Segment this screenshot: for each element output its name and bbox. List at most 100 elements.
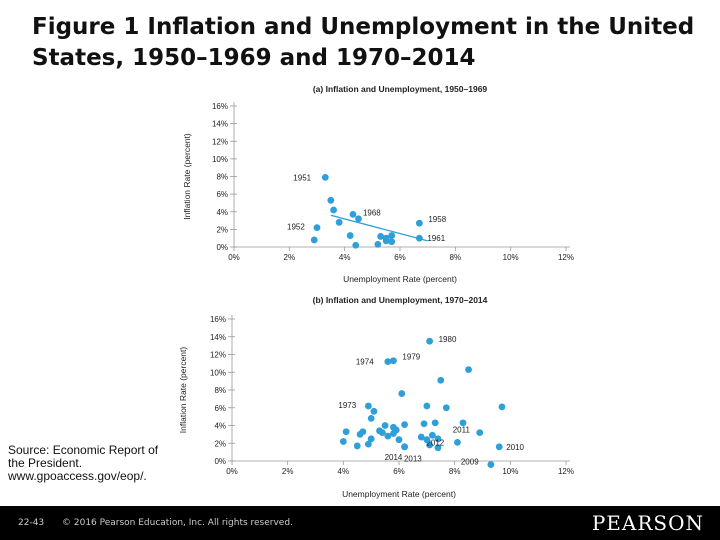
- data-point: [437, 376, 445, 384]
- copyright-notice: © 2016 Pearson Education, Inc. All right…: [62, 518, 293, 528]
- point-year-label: 2009: [461, 458, 479, 467]
- x-tick-label: 8%: [449, 467, 461, 476]
- y-tick-label: 16%: [212, 102, 228, 111]
- x-tick-label: 12%: [558, 467, 574, 476]
- point-year-label: 2014: [385, 453, 403, 462]
- data-point: [429, 431, 436, 439]
- data-point: [415, 234, 423, 242]
- x-tick-label: 2%: [284, 253, 296, 262]
- point-year-label: 1951: [293, 173, 311, 182]
- data-point: [359, 428, 367, 436]
- y-tick-label: 4%: [214, 422, 226, 431]
- data-point: [401, 421, 408, 429]
- y-tick-label: 16%: [210, 315, 226, 324]
- data-point: [431, 419, 439, 427]
- data-point: [465, 366, 472, 373]
- point-year-label: 1952: [287, 223, 305, 232]
- data-point: [423, 402, 431, 410]
- x-tick-label: 12%: [558, 253, 574, 262]
- data-point: [398, 390, 406, 397]
- data-point: [434, 435, 442, 443]
- data-point: [388, 232, 396, 239]
- y-tick-label: 12%: [210, 351, 226, 360]
- data-point: [327, 196, 335, 204]
- point-year-label: 1973: [338, 401, 356, 410]
- y-tick-label: 6%: [216, 190, 228, 199]
- data-point: [498, 403, 506, 411]
- x-axis-label: Unemployment Rate (percent): [342, 489, 456, 499]
- x-tick-label: 4%: [339, 253, 351, 262]
- data-point: [310, 236, 318, 244]
- data-point: [390, 357, 397, 365]
- data-point: [395, 436, 403, 444]
- data-point: [376, 427, 383, 435]
- chart-a: (a) Inflation and Unemployment, 1950–196…: [182, 84, 574, 284]
- x-tick-label: 10%: [502, 467, 518, 476]
- x-tick-label: 6%: [394, 253, 406, 262]
- data-point: [495, 443, 503, 451]
- data-point: [442, 404, 450, 412]
- data-point: [342, 428, 350, 436]
- point-year-label: 2010: [506, 443, 524, 452]
- data-point: [388, 238, 396, 246]
- data-point: [423, 436, 431, 444]
- y-tick-label: 10%: [210, 368, 226, 377]
- trend-line: [330, 214, 428, 242]
- data-point: [434, 444, 442, 452]
- x-tick-label: 2%: [282, 467, 294, 476]
- data-point: [352, 241, 360, 249]
- chart-title: (b) Inflation and Unemployment, 1970–201…: [313, 295, 488, 305]
- data-point: [377, 233, 385, 240]
- source-note: Source: Economic Report of the President…: [8, 443, 159, 483]
- data-point: [417, 433, 425, 441]
- data-point: [339, 438, 347, 445]
- data-point: [415, 219, 423, 227]
- data-point: [454, 438, 461, 446]
- data-point: [381, 422, 389, 429]
- data-point: [420, 420, 428, 428]
- data-point: [382, 237, 390, 245]
- x-tick-label: 0%: [228, 253, 240, 262]
- data-point: [349, 210, 357, 218]
- y-tick-label: 2%: [216, 225, 228, 234]
- point-year-label: 1979: [402, 353, 420, 362]
- chart-title: (a) Inflation and Unemployment, 1950–196…: [313, 84, 488, 94]
- data-point: [370, 407, 378, 415]
- data-point: [390, 423, 397, 431]
- figure-background: [172, 82, 580, 502]
- y-tick-label: 14%: [210, 333, 226, 342]
- y-tick-label: 8%: [216, 173, 228, 182]
- data-point: [313, 224, 321, 232]
- data-point: [353, 442, 361, 450]
- point-year-label: 1968: [363, 208, 381, 217]
- data-point: [487, 461, 495, 468]
- point-year-label: 1974: [356, 358, 374, 367]
- data-point: [367, 435, 375, 443]
- data-point: [364, 440, 372, 448]
- point-year-label: 1958: [428, 215, 446, 224]
- y-tick-label: 8%: [214, 386, 226, 395]
- x-axis-label: Unemployment Rate (percent): [343, 274, 457, 284]
- x-tick-label: 8%: [450, 253, 462, 262]
- data-point: [367, 415, 375, 422]
- y-tick-label: 14%: [212, 120, 228, 129]
- point-year-label: 2013: [404, 455, 422, 464]
- slide-number: 22-43: [18, 518, 45, 528]
- data-point: [364, 402, 372, 410]
- data-point: [384, 432, 392, 440]
- point-year-label: 1961: [427, 234, 445, 243]
- chart-b: (b) Inflation and Unemployment, 1970–201…: [178, 295, 574, 499]
- data-point: [346, 232, 354, 239]
- y-tick-label: 6%: [214, 404, 226, 413]
- data-point: [426, 441, 434, 449]
- charts-figure: (a) Inflation and Unemployment, 1950–196…: [172, 82, 580, 502]
- y-tick-label: 4%: [216, 208, 228, 217]
- data-point: [335, 218, 343, 226]
- x-tick-label: 6%: [393, 467, 405, 476]
- x-tick-label: 4%: [338, 467, 350, 476]
- pearson-logo: PEARSON: [591, 511, 704, 535]
- data-point: [476, 429, 484, 436]
- point-year-label: 1980: [439, 335, 457, 344]
- data-point: [384, 358, 392, 365]
- data-point: [459, 419, 467, 427]
